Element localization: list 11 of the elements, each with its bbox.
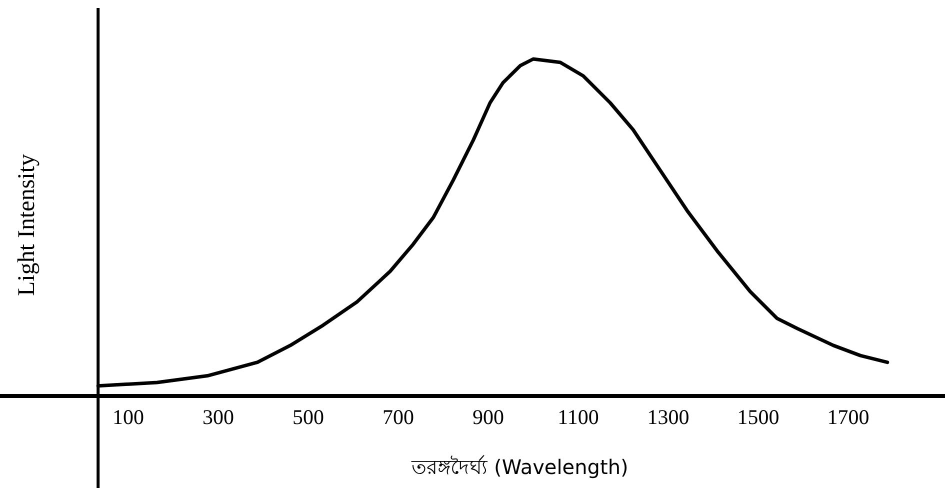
x-tick-label: 1500 — [737, 405, 780, 429]
x-axis-title: তরঙ্গদৈর্ঘ্য (Wavelength) — [410, 455, 628, 479]
x-tick-label: 1700 — [827, 405, 870, 429]
x-tick-label: 700 — [382, 405, 414, 429]
x-tick-label: 900 — [472, 405, 504, 429]
x-tick-label: 300 — [202, 405, 234, 429]
x-tick-label: 100 — [112, 405, 144, 429]
x-tick-label: 1300 — [647, 405, 690, 429]
y-axis-title: Light Intensity — [14, 154, 40, 296]
x-tick-label: 1100 — [558, 405, 599, 429]
x-tick-label: 500 — [292, 405, 324, 429]
